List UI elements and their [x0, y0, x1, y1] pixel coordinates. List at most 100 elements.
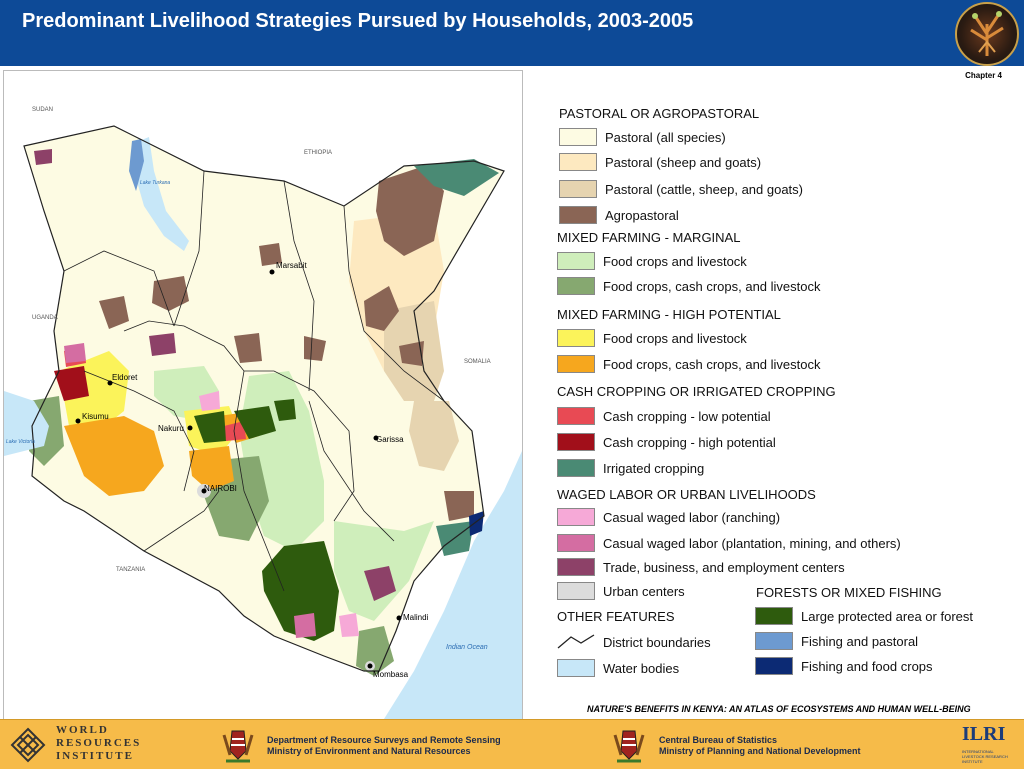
legend-item-irrigated: Irrigated cropping	[557, 458, 704, 478]
legend-label: Water bodies	[603, 660, 680, 676]
zone-waged-ranching-1	[199, 391, 220, 411]
swatch-high-cash	[557, 355, 595, 373]
wri-line-3: INSTITUTE	[56, 750, 134, 762]
legend-label: Irrigated cropping	[603, 460, 705, 476]
legend-label: Food crops, cash crops, and livestock	[603, 356, 821, 372]
zone-agropastoral-northwest	[152, 276, 189, 311]
legend-label: Food crops, cash crops, and livestock	[603, 278, 821, 294]
lake-turkana	[134, 137, 189, 251]
zone-high-cash-west	[64, 416, 164, 496]
legend-item-marginal-cash: Food crops, cash crops, and livestock	[557, 276, 821, 296]
legend-item-forest: Large protected area or forest	[755, 606, 973, 626]
legend-label: Casual waged labor (ranching)	[603, 509, 781, 525]
swatch-agropastoral	[559, 206, 597, 224]
legend-item-high-food: Food crops and livestock	[557, 328, 747, 348]
legend-label: Pastoral (sheep and goats)	[605, 154, 762, 170]
kenya-outline	[23, 125, 505, 672]
indian-ocean	[384, 451, 522, 719]
zone-agropastoral-tana	[399, 341, 424, 366]
dot-garissa	[373, 435, 379, 441]
kenya-coat-of-arms-icon	[222, 730, 254, 763]
legend-item-high-cash: Food crops, cash crops, and livestock	[557, 354, 821, 374]
wri-line-2: RESOURCES	[56, 737, 142, 749]
legend-label: Agropastoral	[605, 207, 679, 223]
legend-label: Food crops and livestock	[603, 330, 747, 346]
swatch-forest	[755, 607, 793, 625]
wri-knot-logo-icon	[10, 727, 46, 763]
legend-heading-pastoral: PASTORAL OR AGROPASTORAL	[559, 106, 760, 121]
swatch-cash-low	[557, 407, 595, 425]
label-nakuru: Nakuru	[158, 424, 184, 433]
swatch-pastoral-sheep	[559, 153, 597, 171]
zone-trade-kitui	[364, 566, 396, 601]
zone-high-cash-central	[189, 446, 234, 491]
label-lake-turkana: Lake Turkana	[140, 180, 170, 186]
ilri-wordmark: ILRI	[962, 723, 1006, 745]
zone-pastoral-cattle-2	[409, 401, 459, 471]
label-eldoret: Eldoret	[112, 373, 138, 382]
dot-nakuru	[187, 425, 193, 431]
legend-item-trade: Trade, business, and employment centers	[557, 557, 845, 577]
swatch-fishing-pastoral	[755, 632, 793, 650]
zone-cash-low-central	[224, 421, 246, 441]
cbs-text: Central Bureau of Statistics Ministry of…	[659, 735, 861, 757]
header-bar: Predominant Livelihood Strategies Pursue…	[0, 0, 1024, 66]
zone-trade-north	[34, 149, 52, 165]
zone-fishing-food-coast	[469, 511, 484, 536]
district-boundaries	[63, 170, 445, 592]
legend-heading-marginal: MIXED FARMING - MARGINAL	[557, 230, 741, 245]
zone-forest-aberdares	[194, 411, 226, 443]
swatch-pastoral-all	[559, 128, 597, 146]
legend-label: Trade, business, and employment centers	[603, 559, 845, 575]
dot-mombasa	[367, 663, 373, 669]
label-garissa: Garissa	[376, 435, 404, 444]
zone-waged-plantation-2	[294, 613, 316, 638]
ilri-subtitle: INTERNATIONAL LIVESTOCK RESEARCH INSTITU…	[962, 749, 1018, 764]
label-tanzania: TANZANIA	[116, 567, 145, 573]
label-malindi: Malindi	[403, 613, 429, 622]
dot-marsabit	[269, 269, 275, 275]
label-ethiopia: ETHIOPIA	[304, 150, 332, 156]
legend-item-urban: Urban centers	[557, 581, 685, 601]
cbs-line-2: Ministry of Planning and National Develo…	[659, 746, 861, 756]
zone-irrigated-ne	[414, 159, 499, 196]
footer-bar: WORLD RESOURCES INSTITUTE Department of …	[0, 719, 1024, 769]
wri-wordmark: WORLD RESOURCES INSTITUTE	[56, 724, 141, 763]
label-somalia: SOMALIA	[464, 359, 491, 365]
legend-item-pastoral-all: Pastoral (all species)	[559, 127, 726, 147]
legend-item-fishing-pastoral: Fishing and pastoral	[755, 631, 918, 651]
label-sudan: SUDAN	[32, 107, 53, 113]
kenya-coat-of-arms-icon	[613, 730, 645, 763]
legend-heading-other: OTHER FEATURES	[557, 609, 675, 624]
cbs-line-1: Central Bureau of Statistics	[659, 735, 778, 745]
legend-item-cash-low: Cash cropping - low potential	[557, 406, 771, 426]
legend-label: Cash cropping - low potential	[603, 408, 771, 424]
legend-label: Cash cropping - high potential	[603, 434, 776, 450]
legend-label: Large protected area or forest	[801, 608, 973, 624]
label-kisumu: Kisumu	[82, 412, 109, 421]
swatch-irrigated	[557, 459, 595, 477]
legend-label: Urban centers	[603, 583, 685, 599]
drsrs-line-2: Ministry of Environment and Natural Reso…	[267, 746, 471, 756]
legend-label: Pastoral (all species)	[605, 129, 726, 145]
swatch-pastoral-cattle	[559, 180, 597, 198]
legend-item-waged-plantation: Casual waged labor (plantation, mining, …	[557, 533, 901, 553]
legend-heading-waged: WAGED LABOR OR URBAN LIVELIHOODS	[557, 487, 816, 502]
label-uganda: UGANDA	[32, 315, 58, 321]
drsrs-line-1: Department of Resource Surveys and Remot…	[267, 735, 501, 745]
zone-agropastoral-isiolo	[304, 336, 326, 361]
ilri-logo: ILRI INTERNATIONAL LIVESTOCK RESEARCH IN…	[962, 723, 1018, 767]
zone-waged-ranching-2	[339, 613, 359, 637]
legend-label: Casual waged labor (plantation, mining, …	[603, 535, 901, 551]
ilri-sub-1: INTERNATIONAL	[962, 749, 994, 754]
dot-malindi	[396, 615, 402, 621]
label-indian-ocean: Indian Ocean	[446, 644, 488, 651]
swatch-cash-high	[557, 433, 595, 451]
dot-eldoret	[107, 380, 113, 386]
zone-agropastoral-samburu	[234, 333, 262, 363]
zone-forest-meru	[274, 399, 296, 421]
legend-item-agropastoral: Agropastoral	[559, 205, 679, 225]
legend-item-waged-ranching: Casual waged labor (ranching)	[557, 507, 780, 527]
zone-agropastoral-lamu	[444, 491, 474, 521]
swatch-waged-plantation	[557, 534, 595, 552]
